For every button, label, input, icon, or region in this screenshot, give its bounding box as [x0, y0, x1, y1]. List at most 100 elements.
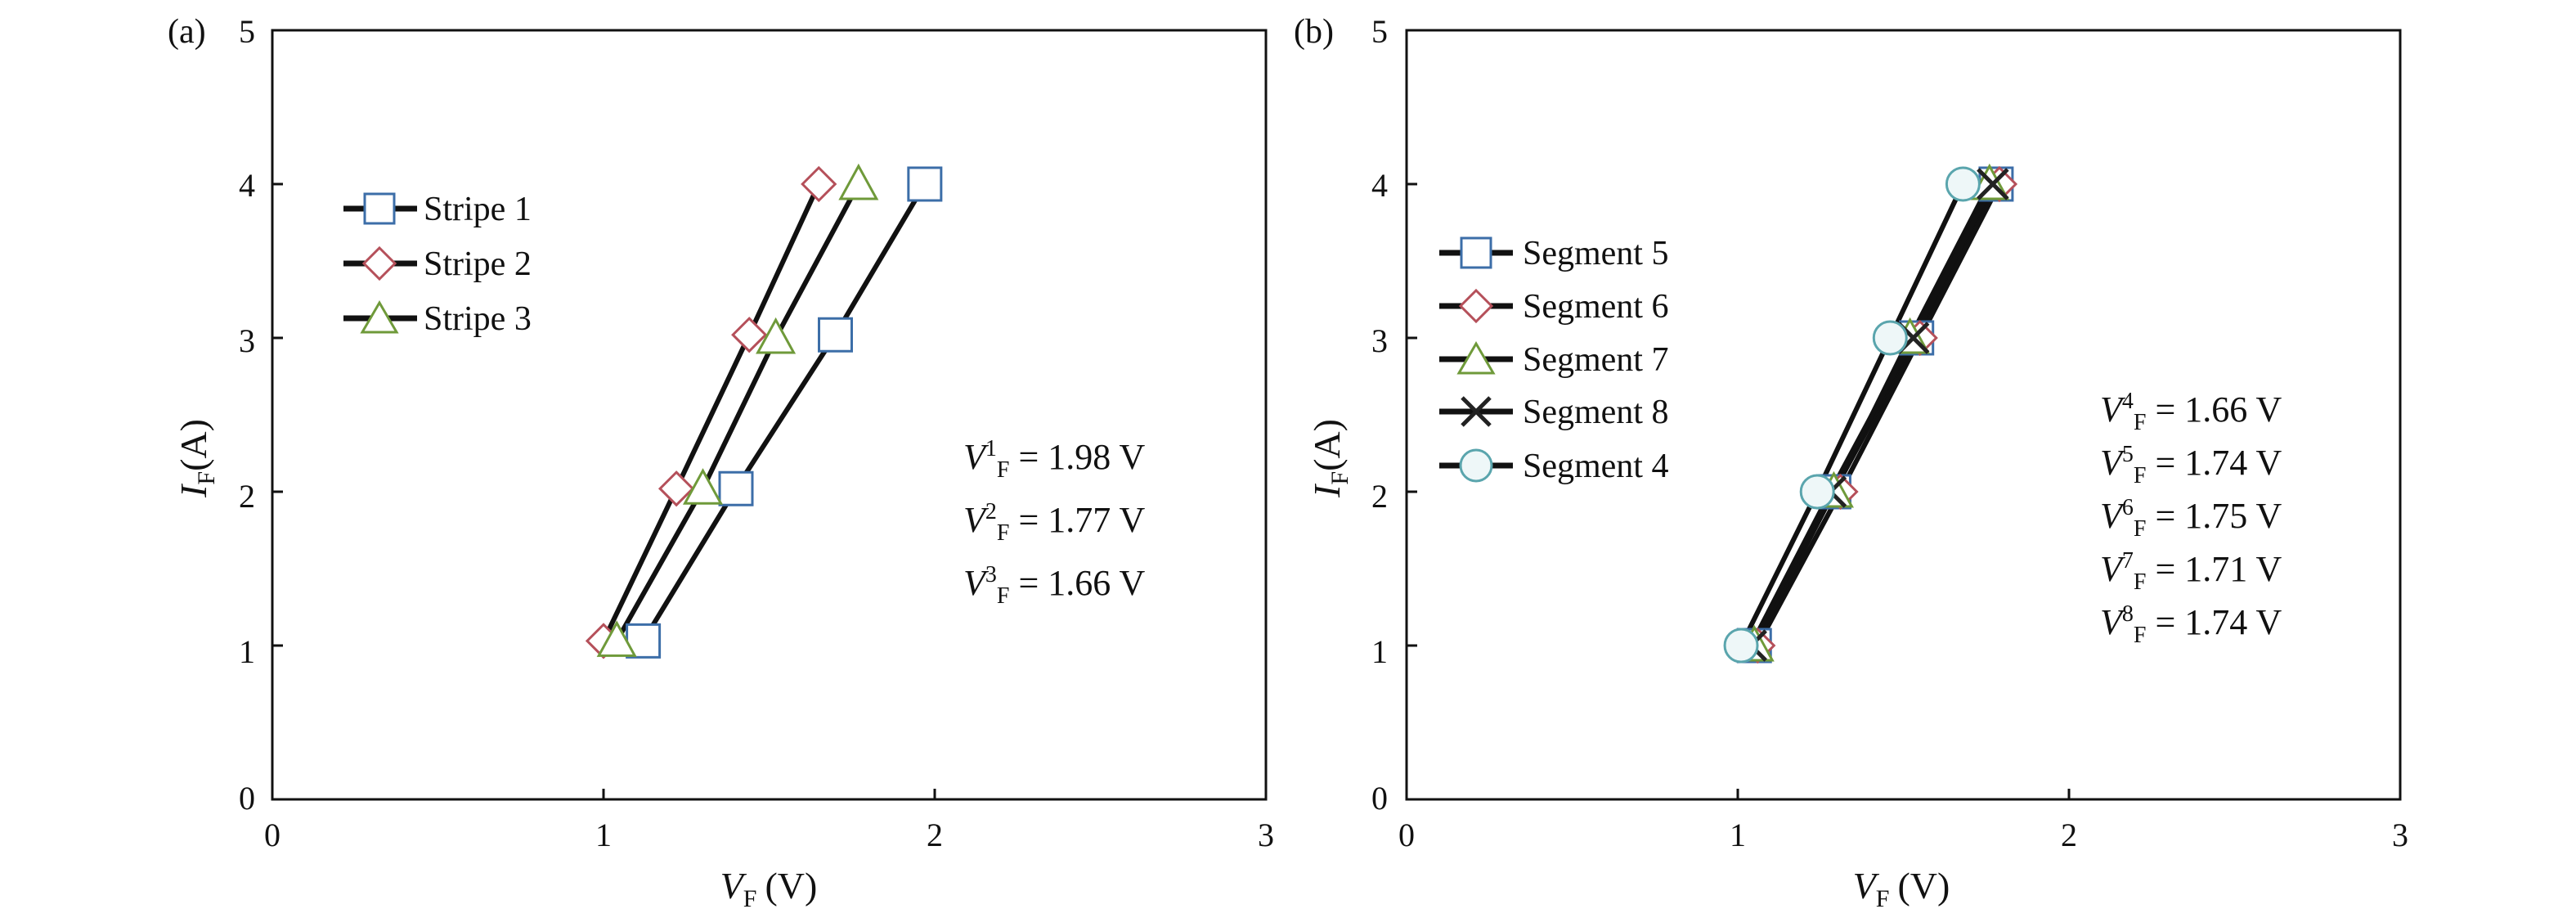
- legend-label-stripe-1: Stripe 1: [424, 191, 532, 228]
- panel-b-legend: Segment 5 Segment 6 Segment 7 Segment 8: [1439, 235, 1668, 485]
- panel-b-plot-frame: [1405, 29, 2402, 801]
- panel-a-point-stripe-1-3: [818, 317, 853, 353]
- panel-a-xtick-3: 3: [1258, 817, 1274, 853]
- panel-b-ytick-5: 5: [1371, 13, 1388, 50]
- legend-marker-x: [1461, 396, 1492, 427]
- panel-a-point-stripe-3-2: [682, 468, 724, 505]
- panel-a-point-stripe-3-3: [756, 317, 797, 354]
- panel-a-point-stripe-3-1: [596, 620, 637, 657]
- panel-b-point-segment-4-2: [1799, 474, 1835, 510]
- panel-b-ytick-4: 4: [1371, 167, 1388, 204]
- panel-b: (b) IF(A) VF (V) 0 1 2 3 4 5 0 1 2 3 Segm…: [1294, 13, 2408, 912]
- panel-a-ylabel-unit: (A): [173, 419, 214, 471]
- panel-b-ytick-0: 0: [1371, 780, 1388, 817]
- panel-b-xtick-2: 2: [2061, 817, 2077, 853]
- panel-a-annotation-1: V1F = 1.98 V: [963, 436, 1145, 483]
- panel-b-point-segment-4-3: [1872, 320, 1908, 356]
- panel-a-point-stripe-2-4: [801, 165, 837, 203]
- panel-a-ytick-0: 0: [239, 780, 255, 817]
- panel-b-ylabel-unit: (A): [1306, 419, 1348, 471]
- panel-b-xtick-1: 1: [1730, 817, 1746, 853]
- legend-entry-stripe-3: Stripe 3: [343, 300, 532, 338]
- panel-a-annotation-2: V2F = 1.77 V: [963, 499, 1145, 546]
- panel-a-xlabel-subscript: F: [743, 885, 757, 912]
- legend-label-segment-8: Segment 8: [1523, 394, 1668, 431]
- legend-marker-square: [363, 192, 396, 225]
- legend-entry-segment-6: Segment 6: [1439, 288, 1668, 326]
- panel-a-ytick-3: 3: [239, 322, 255, 359]
- legend-marker-triangle: [1456, 341, 1496, 375]
- panel-a-point-stripe-1-4: [907, 166, 943, 202]
- panel-a-ytick-1: 1: [239, 633, 255, 670]
- legend-marker-diamond: [361, 245, 397, 281]
- panel-b-xlabel: VF (V): [1853, 865, 1950, 912]
- panel-a-xlabel-symbol: V: [720, 865, 747, 907]
- panel-b-xlabel-subscript: F: [1876, 885, 1890, 912]
- panel-b-xtick-3: 3: [2392, 817, 2408, 853]
- panel-b-label: (b): [1294, 13, 1334, 51]
- panel-a-xtick-2: 2: [927, 817, 943, 853]
- legend-marker-circle: [1459, 448, 1493, 483]
- panel-a-annotations: V1F = 1.98 V V2F = 1.77 V V3F = 1.66 V: [963, 436, 1145, 609]
- panel-b-xlabel-symbol: V: [1853, 865, 1880, 907]
- panel-b-ylabel-symbol: I: [1306, 483, 1348, 498]
- panel-b-ytick-2: 2: [1371, 478, 1388, 515]
- panel-a-series-line-stripe-2: [601, 182, 821, 642]
- panel-a-plot-frame: [271, 29, 1268, 801]
- panel-b-annotation-8: V8F = 1.74 V: [2100, 601, 2282, 648]
- panel-a-ytick-4: 4: [239, 167, 255, 204]
- panel-a-point-stripe-3-4: [838, 163, 879, 200]
- panel-a-ylabel-subscript: F: [193, 471, 220, 485]
- panel-a-annotation-3: V3F = 1.66 V: [963, 562, 1145, 609]
- legend-marker-diamond: [1458, 288, 1494, 324]
- legend-label-segment-4: Segment 4: [1523, 448, 1668, 485]
- panel-b-annotation-6: V6F = 1.75 V: [2100, 495, 2282, 542]
- legend-entry-stripe-2: Stripe 2: [343, 245, 532, 283]
- panel-a-ylabel: IF(A): [173, 419, 220, 498]
- panel-b-annotation-4: V4F = 1.66 V: [2100, 389, 2282, 435]
- panel-b-point-segment-8-4: [1977, 168, 2009, 200]
- legend-label-segment-7: Segment 7: [1523, 341, 1668, 379]
- panel-a-ytick-2: 2: [239, 478, 255, 515]
- panel-b-point-segment-4-4: [1945, 166, 1981, 202]
- panel-a-series-line-stripe-1: [641, 182, 927, 642]
- panel-b-series-line-segment-6: [1755, 182, 2002, 647]
- panel-b-point-segment-4-1: [1723, 628, 1759, 664]
- panel-b-ytick-1: 1: [1371, 633, 1388, 670]
- panel-b-series-line-segment-8: [1748, 182, 1995, 647]
- panel-b-ylabel-subscript: F: [1326, 471, 1353, 485]
- panel-a-xlabel-unit: (V): [765, 865, 817, 907]
- legend-label-segment-5: Segment 5: [1523, 235, 1668, 272]
- panel-b-annotation-7: V7F = 1.71 V: [2100, 548, 2282, 595]
- panel-a-legend: Stripe 1 Stripe 2 Stripe 3: [343, 191, 532, 338]
- legend-entry-segment-4: Segment 4: [1439, 448, 1668, 485]
- panel-a-point-stripe-2-2: [657, 470, 695, 507]
- panel-a-xtick-1: 1: [595, 817, 612, 853]
- panel-a-label: (a): [168, 13, 206, 51]
- panel-a-tick-marks: [272, 29, 936, 801]
- legend-entry-segment-7: Segment 7: [1439, 341, 1668, 379]
- legend-marker-square: [1460, 236, 1492, 269]
- panel-a-ylabel-symbol: I: [173, 483, 214, 498]
- legend-label-stripe-3: Stripe 3: [424, 300, 532, 338]
- legend-entry-stripe-1: Stripe 1: [343, 191, 532, 228]
- legend-label-segment-6: Segment 6: [1523, 288, 1668, 326]
- panel-a-point-stripe-2-3: [731, 317, 768, 353]
- panel-a-series-layer: [585, 163, 943, 659]
- panel-b-series-layer: [1723, 163, 2018, 664]
- panel-b-annotation-5: V5F = 1.74 V: [2100, 442, 2282, 488]
- panel-a-ytick-5: 5: [239, 13, 255, 50]
- legend-label-stripe-2: Stripe 2: [424, 245, 532, 283]
- panel-b-tick-marks: [1407, 29, 2071, 801]
- panel-a-series-line-stripe-3: [614, 182, 861, 642]
- legend-entry-segment-8: Segment 8: [1439, 394, 1668, 431]
- panel-a: (a) IF(A) VF (V) 0 1 2 3 4 5 0 1 2 3: [168, 13, 1274, 912]
- panel-b-ylabel: IF(A): [1306, 419, 1353, 498]
- panel-b-series-line-segment-4: [1739, 182, 1966, 647]
- panel-a-point-stripe-1-2: [718, 470, 754, 506]
- panel-b-annotations: V4F = 1.66 V V5F = 1.74 V V6F = 1.75 V V…: [2100, 389, 2282, 648]
- panel-a-xtick-0: 0: [264, 817, 280, 853]
- panel-b-ytick-3: 3: [1371, 322, 1388, 359]
- panel-b-xlabel-unit: (V): [1897, 865, 1950, 907]
